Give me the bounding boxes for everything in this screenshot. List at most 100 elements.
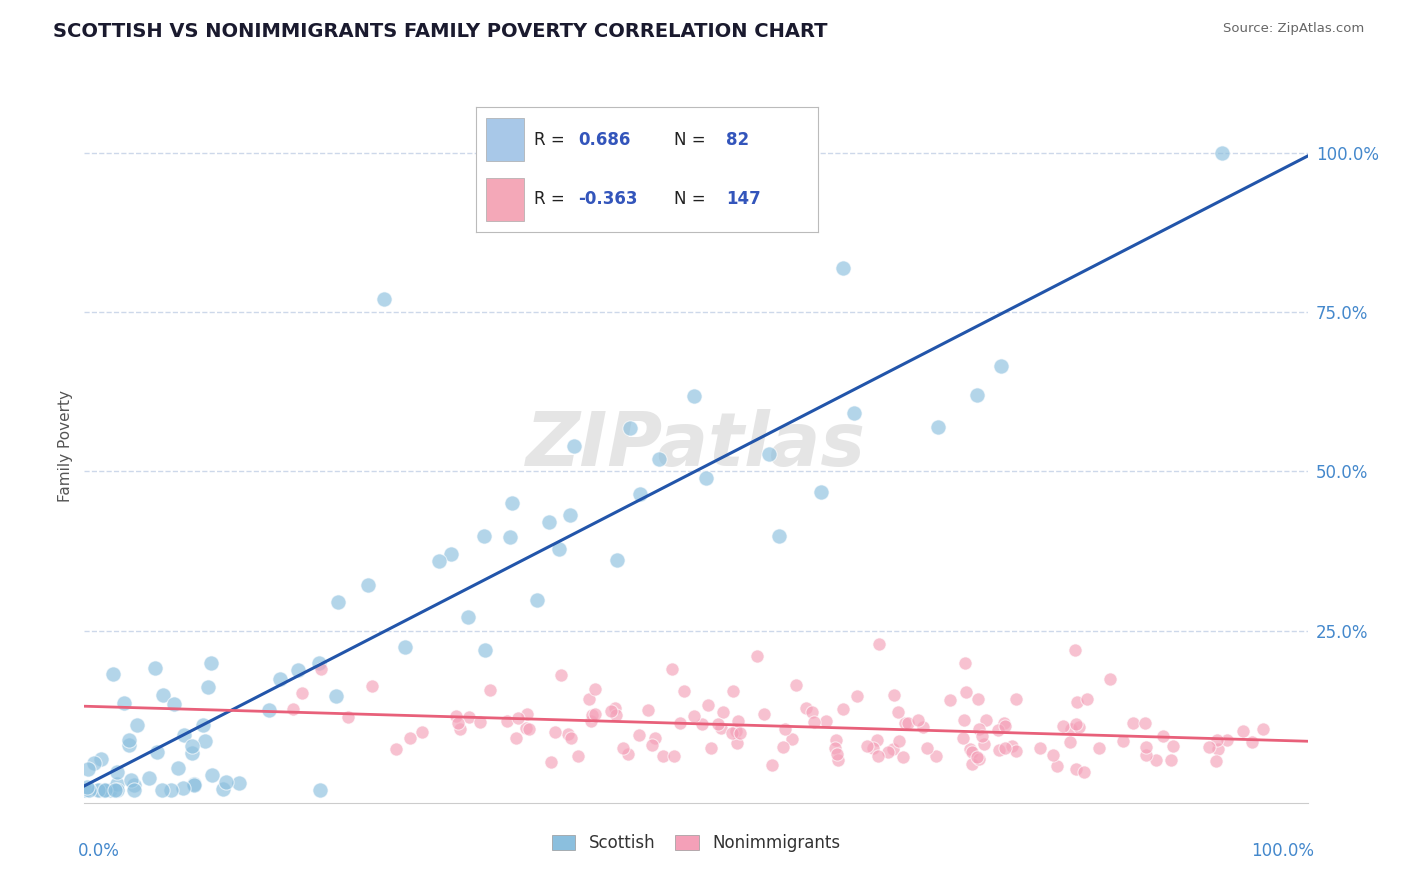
Point — [814, 714, 837, 728]
Point — [882, 742, 904, 756]
Point — [925, 749, 948, 764]
Point — [696, 698, 718, 713]
Point — [955, 684, 977, 698]
Point — [560, 731, 582, 745]
Point — [721, 684, 744, 698]
Point — [1052, 719, 1074, 733]
Point — [200, 657, 222, 671]
Point — [517, 723, 540, 737]
Point — [883, 688, 905, 702]
Point — [1066, 762, 1088, 776]
Point — [287, 663, 309, 677]
Point — [180, 739, 202, 753]
Point — [540, 755, 562, 769]
Point — [616, 747, 638, 761]
Legend: Scottish, Nonimmigrants: Scottish, Nonimmigrants — [546, 828, 846, 859]
Point — [440, 547, 463, 561]
Point — [973, 737, 995, 751]
Point — [758, 448, 780, 462]
Point — [960, 757, 983, 772]
Point — [897, 715, 920, 730]
Point — [1042, 748, 1064, 763]
Point — [1060, 723, 1083, 737]
Point — [328, 595, 350, 609]
Point — [706, 717, 728, 731]
Point — [967, 752, 990, 766]
Point — [700, 740, 723, 755]
Point — [953, 713, 976, 727]
Point — [747, 649, 769, 664]
Point — [495, 714, 517, 729]
Point — [927, 419, 949, 434]
Point — [627, 728, 650, 742]
Point — [180, 746, 202, 760]
Point — [269, 672, 291, 686]
Point — [842, 406, 865, 420]
Point — [824, 733, 846, 747]
Point — [1161, 739, 1184, 754]
Point — [357, 578, 380, 592]
Point — [516, 706, 538, 721]
Point — [1216, 732, 1239, 747]
Point — [912, 720, 935, 734]
Point — [360, 679, 382, 693]
Point — [710, 721, 733, 735]
Point — [605, 708, 627, 723]
Point — [73, 783, 96, 797]
Point — [1098, 672, 1121, 686]
Point — [581, 707, 603, 722]
Point — [583, 681, 606, 696]
Point — [1135, 739, 1157, 754]
Point — [105, 777, 128, 791]
Point — [827, 753, 849, 767]
Point — [1198, 740, 1220, 755]
Point — [1004, 744, 1026, 758]
Point — [411, 725, 433, 739]
Point — [105, 764, 128, 779]
Point — [191, 718, 214, 732]
Point — [172, 780, 194, 795]
Point — [1066, 695, 1088, 709]
Point — [447, 715, 470, 730]
Point — [526, 593, 548, 607]
Point — [105, 783, 128, 797]
Point — [427, 554, 450, 568]
Point — [472, 529, 495, 543]
Point — [887, 705, 910, 719]
Point — [197, 680, 219, 694]
Point — [449, 722, 471, 736]
Point — [1206, 733, 1229, 747]
Point — [538, 516, 561, 530]
Point — [560, 508, 582, 522]
Point — [325, 690, 347, 704]
Point — [683, 389, 706, 403]
Point — [695, 471, 717, 485]
Point — [183, 778, 205, 792]
Point — [373, 293, 395, 307]
Point — [619, 421, 641, 435]
Point — [98, 783, 121, 797]
Point — [101, 667, 124, 681]
Point — [118, 738, 141, 752]
Point — [993, 716, 1015, 731]
Point — [725, 736, 748, 750]
Point — [291, 686, 314, 700]
Point — [138, 771, 160, 785]
Point — [1160, 753, 1182, 767]
Point — [1067, 719, 1090, 733]
Point — [583, 707, 606, 722]
Point — [562, 439, 585, 453]
Point — [498, 530, 520, 544]
Point — [801, 705, 824, 719]
Point — [212, 782, 235, 797]
Point — [803, 714, 825, 729]
Point — [1122, 716, 1144, 731]
Point — [120, 772, 142, 787]
Point — [877, 745, 900, 759]
Point — [974, 713, 997, 727]
Point — [846, 690, 869, 704]
Point — [308, 656, 330, 670]
Point — [122, 778, 145, 792]
Point — [966, 749, 988, 764]
Point — [866, 749, 889, 764]
